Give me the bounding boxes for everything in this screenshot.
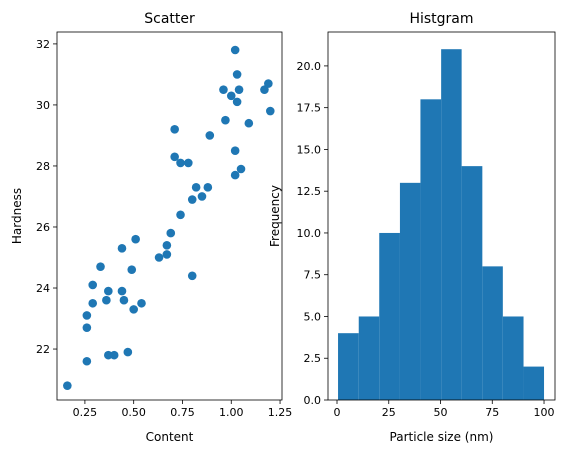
y-tick-label: 2.5 [304,352,322,365]
x-tick-label: 75 [485,406,499,419]
x-tick-label: 1.00 [219,406,244,419]
point [104,286,113,296]
point [82,311,92,320]
bar [420,99,442,401]
x-tick-label: 50 [434,406,448,419]
point [88,280,98,290]
point [191,183,201,192]
point [82,323,92,332]
point [232,70,242,79]
y-tick-label: 20.0 [297,60,322,73]
point [234,85,244,94]
point [187,195,197,204]
x-tick-label: 0 [334,406,341,419]
bar [358,316,380,400]
axes-frame [56,31,283,401]
point [127,265,137,275]
point [88,298,98,308]
y-tick-label: 7.5 [304,269,322,282]
y-tick-label: 32 [36,38,50,51]
point [230,146,240,155]
point [205,131,215,140]
point [137,298,146,308]
point [232,97,242,107]
point [162,250,172,259]
point [166,228,176,238]
y-tick-label: 28 [36,160,50,173]
point [129,305,138,314]
y-tick-label: 17.5 [297,102,322,115]
point [264,79,273,88]
point [176,210,185,220]
point [96,262,105,271]
y-tick-label: 30 [36,99,50,112]
x-axis-label: Content [146,430,194,444]
bar [338,333,359,400]
x-tick-label: 25 [382,406,396,419]
bar [502,316,524,400]
y-axis-label: Hardness [10,188,24,244]
point [184,158,193,168]
point [109,350,119,360]
point [63,381,72,390]
point [176,158,185,168]
point [230,45,240,55]
x-tick-label: 1.25 [268,406,293,419]
bar [523,366,545,400]
point [236,164,246,174]
chart-title: Scatter [144,11,195,27]
bar [399,182,421,400]
y-tick-label: 10.0 [297,227,322,240]
y-tick-label: 26 [36,221,50,234]
x-tick-label: 0.75 [170,406,195,419]
point [230,170,240,180]
point [123,347,133,357]
y-tick-label: 12.5 [297,185,322,198]
bar [461,166,483,400]
y-tick-label: 15.0 [297,143,322,156]
point [197,192,207,201]
point [131,234,140,244]
point [221,115,230,125]
y-tick-label: 24 [36,282,50,295]
point [154,253,164,262]
point [203,183,213,192]
axes-frame [327,31,556,401]
x-tick-label: 0.50 [121,406,146,419]
x-axis-label: Particle size (nm) [390,430,494,444]
point [187,271,197,281]
point [117,244,127,253]
bar [379,232,400,400]
point [82,356,92,366]
y-tick-label: 5.0 [304,310,322,323]
point [265,106,275,116]
chart-title: Histgram [409,11,473,27]
point [219,85,228,94]
bar [441,49,462,400]
point [226,91,236,101]
point [102,295,111,305]
point [244,118,254,128]
point [170,152,179,162]
x-tick-label: 0.25 [73,406,98,419]
point [170,125,179,134]
y-tick-label: 22 [36,343,50,356]
x-tick-label: 100 [534,406,555,419]
y-tick-label: 0.0 [304,394,322,407]
point [119,295,129,305]
point [260,85,269,94]
bar [482,266,503,400]
y-axis-label: Frequency [268,185,282,247]
point [117,286,127,296]
point [162,240,172,250]
